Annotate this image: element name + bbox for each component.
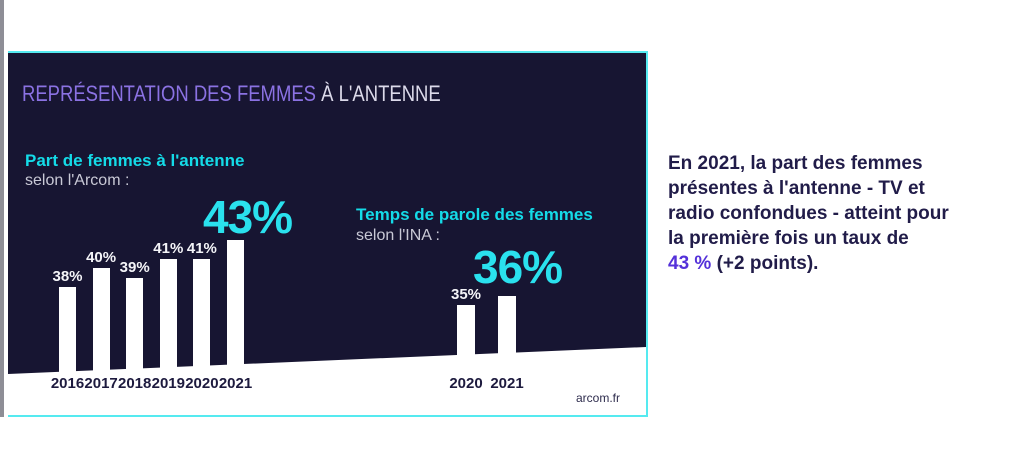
bar-value-label: 35%	[450, 286, 482, 303]
chart-left-title: Part de femmes à l'antenne	[25, 151, 245, 170]
bar-value-label: 39%	[119, 258, 150, 276]
callout-text: En 2021, la part des femmes présentes à …	[668, 151, 1013, 276]
callout-line-tail: (+2 points).	[711, 253, 819, 274]
chart-right-title: Temps de parole des femmes	[356, 205, 593, 224]
callout-line: présentes à l'antenne - TV et	[668, 178, 925, 199]
x-axis-label: 2017	[84, 375, 118, 392]
bar	[227, 240, 244, 393]
bar-value-label: 41%	[153, 239, 184, 257]
callout-line: la première fois un taux de	[668, 228, 909, 249]
bar-value-label: 38%	[52, 268, 83, 285]
bar	[59, 287, 76, 393]
window-edge-strip	[0, 0, 4, 417]
bar	[159, 258, 177, 393]
bar-value-label: 41%	[186, 239, 217, 257]
chart-left-subtitle: selon l'Arcom :	[25, 172, 130, 189]
x-axis-label: 2020	[185, 375, 219, 392]
x-axis-label: 2016	[50, 375, 85, 392]
callout-highlight-value: 43 %	[668, 253, 712, 274]
source-link[interactable]: arcom.fr	[575, 391, 620, 405]
infographic-panel: REPRÉSENTATION DES FEMMES À L'ANTENNE Pa…	[8, 51, 648, 417]
chart-right-subtitle: selon l'INA :	[356, 227, 440, 244]
x-axis-label: 2020	[449, 375, 483, 392]
panel-inner: REPRÉSENTATION DES FEMMES À L'ANTENNE Pa…	[8, 53, 646, 415]
panel-title-rest: À L'ANTENNE	[316, 81, 441, 106]
highlight-value-label: 36%	[473, 241, 563, 293]
x-axis-label: 2019	[151, 375, 185, 392]
bar	[126, 277, 144, 393]
x-axis-label: 2021	[490, 375, 524, 392]
bar-value-label: 40%	[86, 249, 117, 267]
callout-line: En 2021, la part des femmes	[668, 153, 923, 174]
panel-title-accent: REPRÉSENTATION DES FEMMES	[22, 81, 317, 106]
panel-title: REPRÉSENTATION DES FEMMES À L'ANTENNE	[22, 81, 441, 107]
bar	[193, 258, 211, 393]
highlight-value-label: 43%	[203, 191, 293, 243]
x-axis-label: 2018	[118, 375, 152, 392]
x-axis-label: 2021	[218, 375, 253, 392]
callout-line: 43 % (+2 points).	[668, 251, 1013, 276]
bar	[92, 268, 110, 393]
callout-line: radio confondues - atteint pour	[668, 203, 949, 224]
